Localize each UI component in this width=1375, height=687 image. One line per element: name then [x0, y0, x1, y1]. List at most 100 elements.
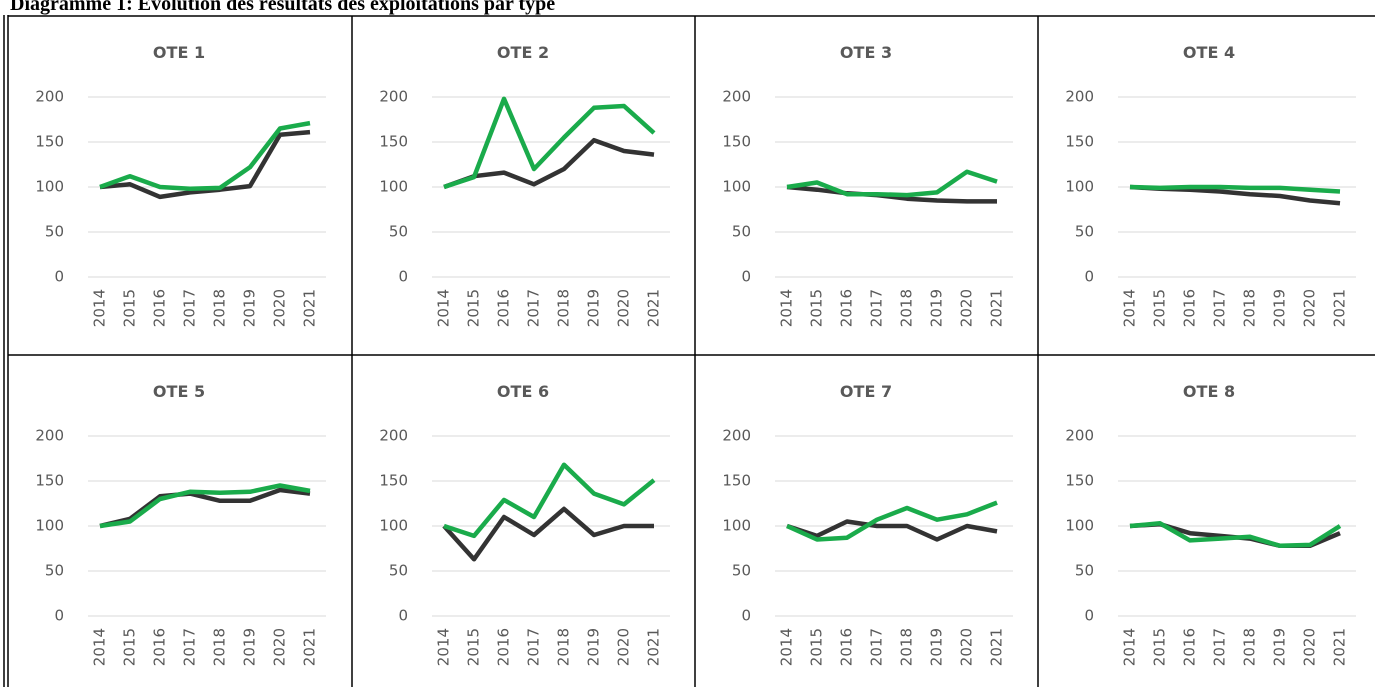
x-tick-label: 2020: [958, 289, 976, 327]
x-tick-label: 2019: [1271, 289, 1289, 327]
x-tick-label: 2016: [1181, 628, 1199, 666]
y-tick-label: 100: [35, 178, 64, 196]
y-tick-label: 100: [1065, 517, 1094, 535]
x-tick-label: 2021: [1331, 289, 1349, 327]
x-tick-label: 2016: [1181, 289, 1199, 327]
x-tick-label: 2014: [435, 289, 453, 327]
frame: [3, 15, 1375, 687]
x-tick-label: 2015: [121, 628, 139, 666]
series-line: [99, 120, 311, 192]
y-tick-label: 150: [722, 133, 751, 151]
x-tick-label: 2020: [1301, 628, 1319, 666]
x-tick-label: 2019: [928, 289, 946, 327]
x-tick-label: 2020: [615, 289, 633, 327]
y-tick-label: 200: [1065, 427, 1094, 445]
y-tick-label: 100: [1065, 178, 1094, 196]
x-tick-label: 2021: [301, 628, 319, 666]
x-tick-label: 2018: [211, 289, 229, 327]
x-tick-label: 2017: [181, 289, 199, 327]
y-tick-label: 50: [732, 562, 751, 580]
x-tick-label: 2017: [525, 289, 543, 327]
page-title: Diagramme 1: Evolution des résultats des…: [10, 0, 555, 15]
x-tick-label: 2015: [808, 628, 826, 666]
y-tick-label: 150: [379, 133, 408, 151]
x-tick-label: 2019: [928, 628, 946, 666]
x-tick-label: 2017: [181, 628, 199, 666]
y-tick-label: 100: [722, 178, 751, 196]
chart-title: OTE 8: [1183, 382, 1235, 401]
series-line: [786, 500, 998, 542]
y-tick-label: 200: [722, 88, 751, 106]
x-tick-label: 2016: [151, 628, 169, 666]
x-tick-label: 2014: [91, 628, 109, 666]
x-tick-label: 2018: [1241, 628, 1259, 666]
x-tick-label: 2014: [435, 628, 453, 666]
x-tick-label: 2019: [1271, 628, 1289, 666]
y-tick-label: 150: [379, 472, 408, 490]
x-tick-label: 2016: [838, 289, 856, 327]
x-tick-label: 2016: [151, 289, 169, 327]
y-tick-label: 50: [1075, 223, 1094, 241]
x-tick-label: 2015: [465, 289, 483, 327]
chart-title: OTE 5: [153, 382, 205, 401]
x-tick-label: 2019: [241, 289, 259, 327]
series-line: [1129, 184, 1341, 194]
y-tick-label: 0: [54, 607, 64, 625]
x-tick-label: 2020: [958, 628, 976, 666]
series-line: [442, 506, 654, 562]
x-tick-label: 2018: [211, 628, 229, 666]
y-tick-label: 0: [398, 607, 408, 625]
x-tick-label: 2021: [301, 289, 319, 327]
y-tick-label: 200: [379, 427, 408, 445]
x-tick-label: 2016: [495, 289, 513, 327]
x-tick-label: 2018: [898, 289, 916, 327]
chart-title: OTE 3: [840, 43, 892, 62]
x-tick-label: 2020: [615, 628, 633, 666]
x-tick-label: 2015: [1151, 628, 1169, 666]
panel-background: [0, 15, 1375, 687]
y-tick-label: 0: [741, 268, 751, 286]
chart-title: OTE 1: [153, 43, 205, 62]
x-tick-label: 2017: [1211, 289, 1229, 327]
x-tick-label: 2016: [495, 628, 513, 666]
y-tick-label: 150: [1065, 472, 1094, 490]
x-tick-label: 2014: [1121, 289, 1139, 327]
y-tick-label: 200: [722, 427, 751, 445]
x-tick-label: 2019: [585, 628, 603, 666]
x-tick-label: 2020: [1301, 289, 1319, 327]
x-tick-label: 2018: [555, 628, 573, 666]
y-tick-label: 50: [389, 223, 408, 241]
y-tick-label: 0: [1084, 268, 1094, 286]
x-tick-label: 2021: [645, 289, 663, 327]
chart-title: OTE 6: [497, 382, 549, 401]
y-tick-label: 150: [1065, 133, 1094, 151]
series-line: [786, 169, 998, 198]
x-tick-label: 2014: [1121, 628, 1139, 666]
x-tick-label: 2018: [1241, 289, 1259, 327]
y-tick-label: 200: [35, 88, 64, 106]
x-tick-label: 2018: [555, 289, 573, 327]
x-tick-label: 2021: [645, 628, 663, 666]
x-tick-label: 2015: [121, 289, 139, 327]
y-tick-label: 200: [35, 427, 64, 445]
y-tick-label: 50: [45, 223, 64, 241]
chart-title: OTE 2: [497, 43, 549, 62]
y-tick-label: 0: [54, 268, 64, 286]
series-line: [443, 96, 656, 190]
chart-title: OTE 7: [840, 382, 892, 401]
x-tick-label: 2020: [271, 289, 289, 327]
y-tick-label: 150: [35, 472, 64, 490]
chart-title: OTE 4: [1183, 43, 1235, 62]
y-tick-label: 0: [1084, 607, 1094, 625]
x-tick-label: 2019: [241, 628, 259, 666]
x-tick-label: 2015: [465, 628, 483, 666]
x-tick-label: 2017: [1211, 628, 1229, 666]
y-tick-label: 50: [1075, 562, 1094, 580]
x-tick-label: 2021: [988, 289, 1006, 327]
y-tick-label: 150: [35, 133, 64, 151]
y-tick-label: 100: [35, 517, 64, 535]
y-tick-label: 200: [379, 88, 408, 106]
series-line: [786, 519, 998, 542]
x-tick-label: 2017: [868, 628, 886, 666]
